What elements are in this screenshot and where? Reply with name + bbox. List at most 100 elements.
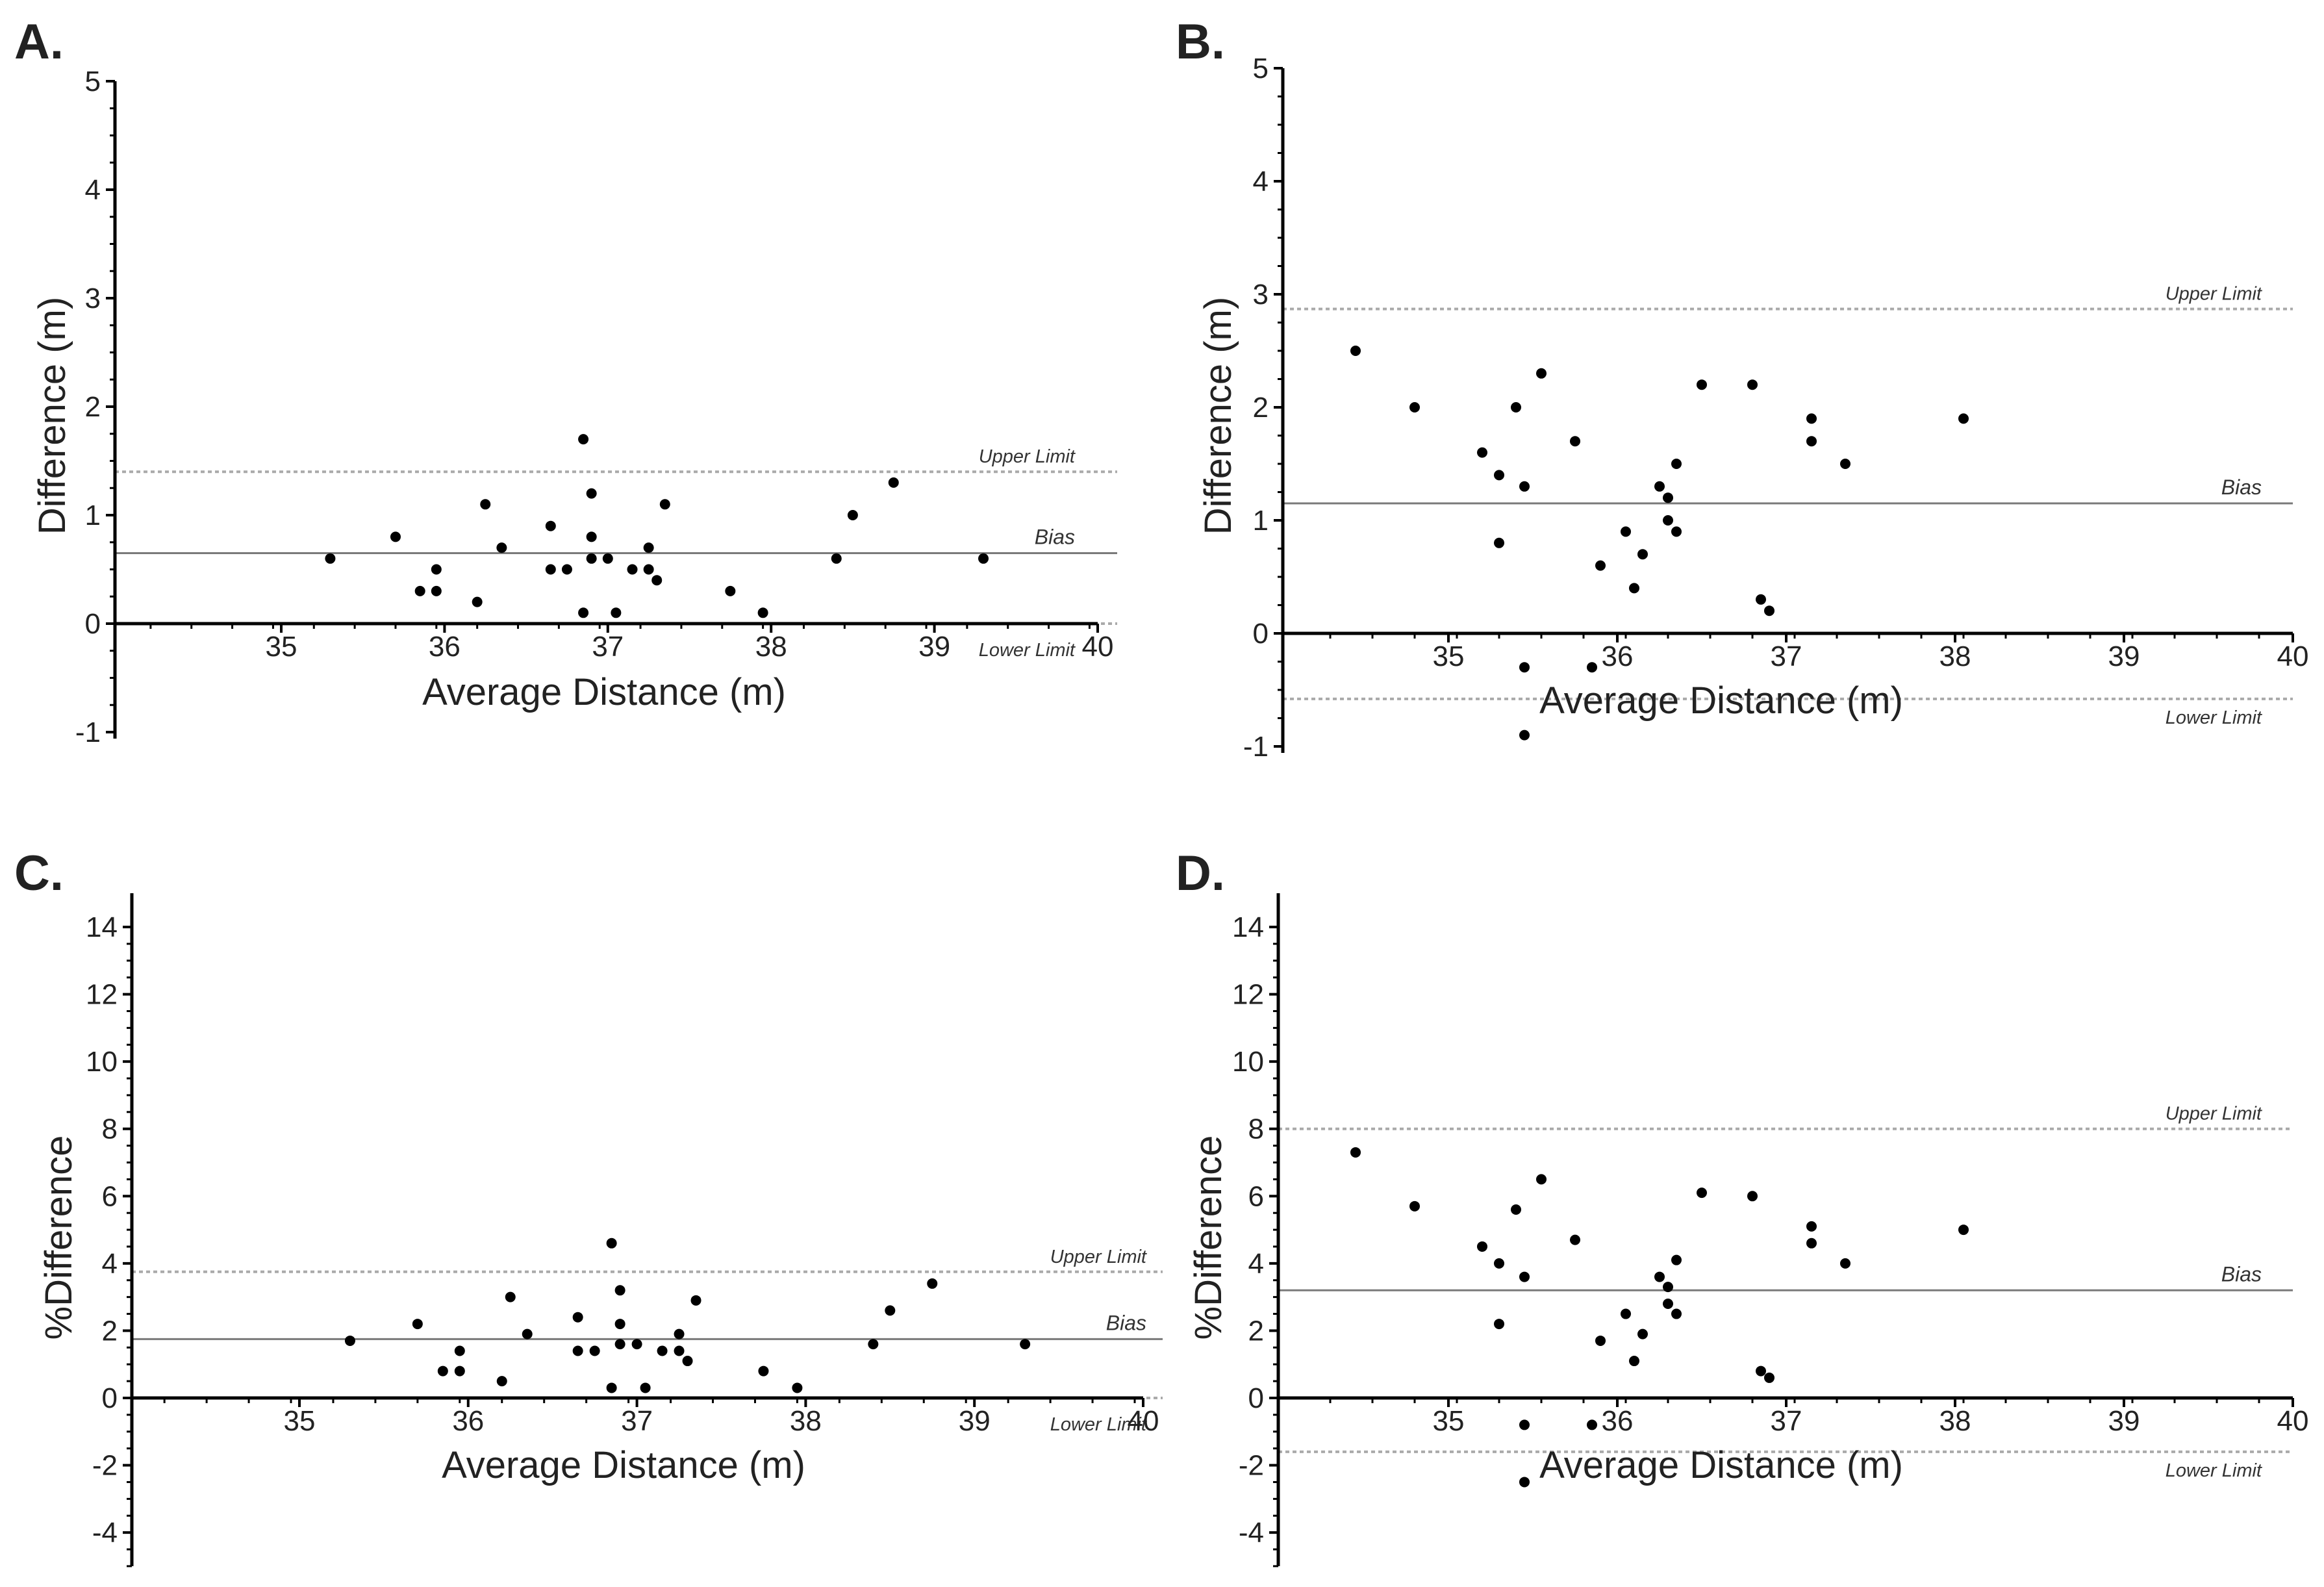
y-tick-label: 4: [85, 174, 101, 206]
x-tick-label: 40: [2277, 1405, 2309, 1437]
y-axis-label: %Difference: [38, 1136, 80, 1340]
data-point: [885, 1305, 896, 1316]
data-point: [927, 1278, 938, 1289]
y-tick-label: 12: [86, 979, 118, 1011]
y-tick-label: 4: [1253, 166, 1269, 197]
data-point: [1519, 1477, 1530, 1488]
y-tick-label: 6: [1248, 1180, 1264, 1212]
data-point: [545, 520, 556, 531]
panel-letter: D.: [1176, 846, 1225, 901]
data-point: [1350, 1147, 1361, 1158]
y-tick-label: 2: [85, 391, 101, 423]
data-point: [578, 434, 589, 445]
data-point: [1494, 537, 1504, 548]
x-tick-label: 40: [1082, 631, 1114, 663]
y-tick-label: 14: [86, 911, 118, 943]
data-point: [1637, 1328, 1648, 1339]
panel-a: A. Upper Limit Bias Lower Limit -1 0 1 2 3 4 5 35 36…: [14, 14, 1117, 748]
data-point: [431, 564, 442, 575]
data-point: [674, 1345, 685, 1356]
x-tick-label: 39: [2108, 641, 2140, 672]
data-point: [640, 1382, 651, 1393]
data-point: [1587, 1419, 1597, 1430]
upper-limit-label: Upper Limit: [979, 446, 1076, 467]
data-point: [1697, 1187, 1707, 1199]
data-point: [847, 510, 858, 520]
y-axis-label: Difference (m): [1197, 297, 1239, 535]
data-point: [505, 1291, 516, 1302]
data-point: [412, 1319, 423, 1330]
data-point: [1570, 436, 1580, 447]
data-point: [643, 564, 654, 575]
data-point: [1697, 379, 1707, 390]
data-point: [1409, 1200, 1420, 1212]
y-tick-label: -1: [75, 717, 101, 748]
data-point: [522, 1328, 533, 1339]
data-point: [431, 585, 442, 596]
data-point: [1570, 1234, 1580, 1245]
y-tick-label: 12: [1232, 979, 1264, 1011]
data-point: [454, 1365, 465, 1377]
data-point: [1587, 662, 1597, 673]
data-point: [614, 1339, 625, 1350]
data-point: [1519, 1419, 1530, 1430]
data-point: [586, 488, 597, 499]
data-point: [792, 1382, 803, 1393]
y-tick-label: 10: [86, 1046, 118, 1078]
data-point: [1663, 1299, 1673, 1309]
x-tick-label: 39: [918, 631, 950, 663]
data-point: [674, 1328, 685, 1339]
x-tick-label: 35: [1433, 641, 1465, 672]
data-point: [390, 531, 401, 542]
y-tick-label: 0: [1253, 618, 1269, 650]
data-point: [1621, 526, 1631, 537]
data-point: [659, 499, 670, 510]
x-axis-label: Average Distance (m): [442, 1444, 805, 1486]
data-point: [1806, 413, 1817, 424]
bias-label: Bias: [1106, 1311, 1146, 1334]
data-point: [682, 1356, 693, 1367]
data-point: [1519, 662, 1530, 673]
x-tick-label: 36: [452, 1405, 484, 1437]
data-point: [1020, 1339, 1031, 1350]
y-tick-label: 5: [85, 66, 101, 97]
data-point: [578, 607, 589, 618]
data-point: [614, 1319, 625, 1330]
data-point: [606, 1238, 617, 1249]
y-tick-label: 2: [102, 1315, 118, 1347]
y-tick-label: 1: [1253, 505, 1269, 537]
data-point: [1654, 1271, 1665, 1282]
data-point: [1511, 1204, 1521, 1215]
x-tick-label: 36: [1602, 1405, 1634, 1437]
y-axis-label: Difference (m): [31, 297, 73, 535]
data-point: [657, 1345, 668, 1356]
data-point: [1629, 1356, 1639, 1367]
y-tick-label: -2: [92, 1450, 118, 1482]
data-point: [1621, 1308, 1631, 1319]
x-tick-label: 38: [755, 631, 787, 663]
data-point: [1595, 560, 1606, 571]
data-point: [586, 553, 597, 564]
y-tick-label: 8: [102, 1113, 118, 1145]
x-tick-label: 35: [1433, 1405, 1465, 1437]
data-point: [1494, 1258, 1504, 1269]
x-tick-label: 35: [284, 1405, 316, 1437]
data-point: [496, 542, 507, 553]
data-point: [725, 585, 736, 596]
data-point: [1806, 1238, 1817, 1249]
panel-c: C. Upper Limit Bias Lower Limit -4 -2 0 2 4 6 8 10 1…: [14, 846, 1163, 1568]
x-tick-label: 38: [790, 1405, 822, 1437]
y-tick-label: 1: [85, 500, 101, 531]
data-point: [1536, 368, 1547, 379]
data-point: [758, 1365, 769, 1377]
x-tick-label: 37: [592, 631, 624, 663]
y-tick-label: 2: [1248, 1315, 1264, 1347]
data-point: [1629, 583, 1639, 594]
data-point: [480, 499, 491, 510]
panel-b: B. Upper Limit Bias Lower Limit -1 0 1 2 3 4 5 35 36…: [1176, 14, 2308, 763]
data-point: [1764, 605, 1775, 616]
data-point: [1350, 346, 1361, 356]
x-tick-label: 35: [266, 631, 297, 663]
data-point: [1806, 1221, 1817, 1232]
